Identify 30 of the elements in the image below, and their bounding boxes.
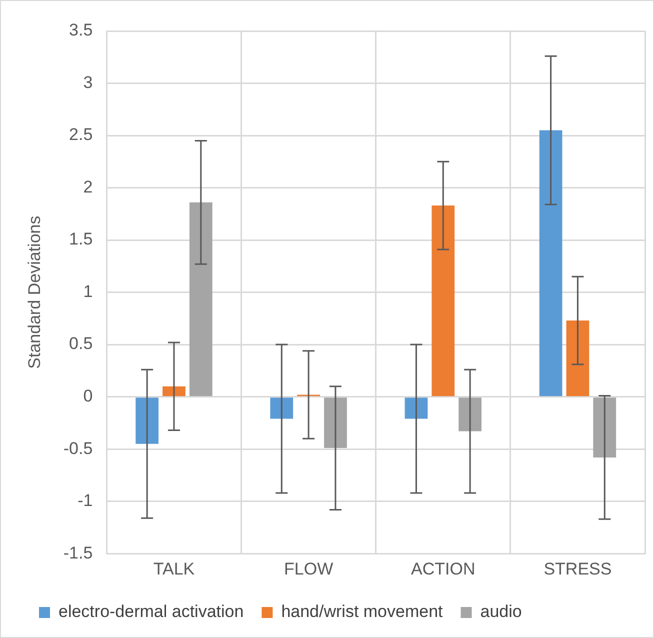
- x-tick-label: TALK: [153, 559, 196, 578]
- x-tick-label: STRESS: [544, 559, 612, 578]
- legend-label: audio: [480, 602, 522, 622]
- bar: [593, 398, 616, 458]
- bar: [136, 398, 159, 444]
- bar: [324, 398, 347, 448]
- y-tick-label: -1: [78, 491, 93, 510]
- y-tick-label: 0: [83, 386, 93, 406]
- bar: [404, 398, 428, 419]
- bar: [189, 202, 212, 396]
- x-tick-label: FLOW: [284, 559, 334, 578]
- bar: [566, 320, 590, 396]
- y-tick-label: 2.5: [69, 125, 93, 144]
- legend-label: hand/wrist movement: [281, 602, 444, 622]
- bar: [458, 398, 482, 432]
- bar: [270, 398, 294, 419]
- bar: [539, 130, 562, 396]
- y-tick-label: 3: [83, 72, 93, 92]
- x-tick-label: ACTION: [411, 559, 476, 578]
- y-tick-label: -0.5: [63, 438, 93, 458]
- y-axis-title: Standard Deviations: [24, 216, 44, 369]
- y-tick-label: 0.5: [69, 334, 93, 354]
- y-tick-label: 2: [83, 177, 93, 196]
- bar: [432, 206, 455, 396]
- bar: [162, 386, 186, 396]
- y-tick-label: -1.5: [63, 543, 93, 562]
- y-tick-label: 1: [83, 282, 93, 301]
- y-tick-label: 3.5: [69, 20, 93, 40]
- legend-label: electro-dermal activation: [58, 602, 244, 622]
- y-tick-label: 1.5: [69, 230, 93, 249]
